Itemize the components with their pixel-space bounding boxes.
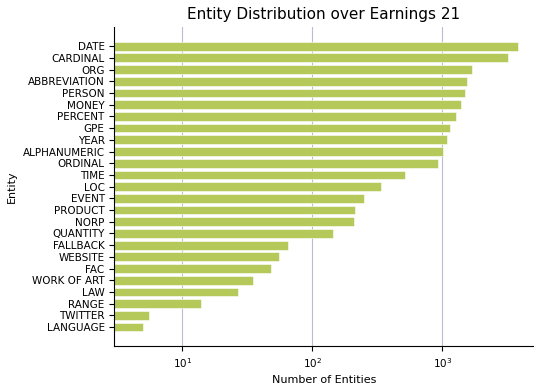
- Bar: [0, 206, 355, 214]
- Bar: [0, 241, 288, 250]
- Bar: [0, 135, 447, 144]
- Bar: [0, 112, 456, 121]
- Bar: [0, 100, 461, 109]
- Bar: [0, 124, 450, 132]
- Bar: [0, 217, 354, 226]
- Bar: [0, 77, 467, 86]
- Bar: [0, 182, 381, 191]
- Bar: [0, 171, 406, 179]
- Bar: [0, 53, 508, 62]
- Title: Entity Distribution over Earnings 21: Entity Distribution over Earnings 21: [187, 7, 460, 22]
- X-axis label: Number of Entities: Number of Entities: [272, 375, 376, 385]
- Bar: [0, 299, 201, 308]
- Bar: [0, 229, 333, 238]
- Bar: [0, 276, 253, 285]
- Bar: [0, 288, 238, 296]
- Y-axis label: Entity: Entity: [7, 170, 17, 203]
- Bar: [0, 252, 279, 261]
- Bar: [0, 323, 143, 332]
- Bar: [0, 311, 148, 320]
- Bar: [0, 194, 364, 203]
- Bar: [0, 42, 517, 51]
- Bar: [0, 147, 443, 156]
- Bar: [0, 159, 437, 168]
- Bar: [0, 264, 271, 273]
- Bar: [0, 89, 465, 97]
- Bar: [0, 65, 472, 74]
